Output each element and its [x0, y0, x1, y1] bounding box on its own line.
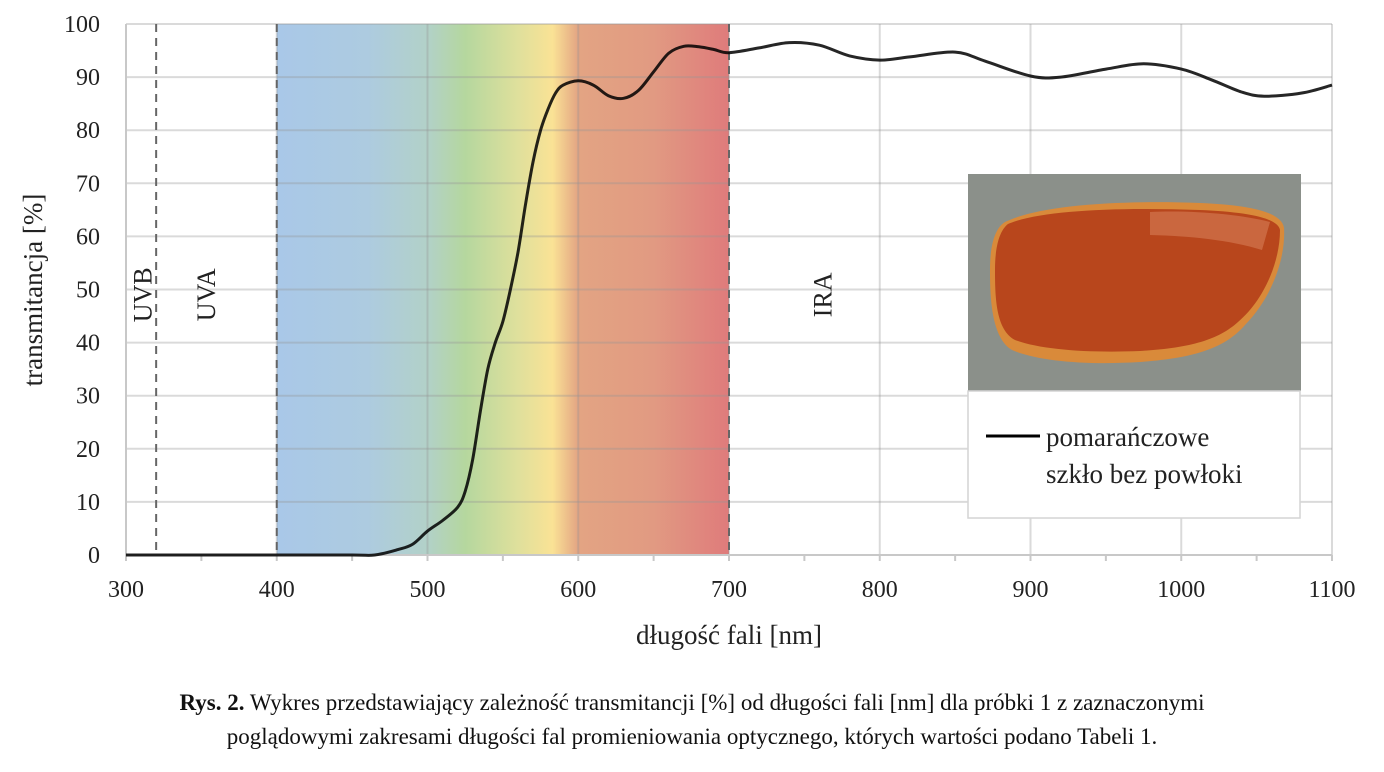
- band-labels: UVB UVA IRA: [129, 267, 838, 322]
- y-tick-label-40: 40: [76, 331, 100, 357]
- band-label-uvb: UVB: [129, 267, 158, 322]
- y-tick-label-80: 80: [76, 118, 100, 144]
- x-axis-title: długość fali [nm]: [636, 620, 822, 650]
- tick-labels: 300 400 500 600 700 800 900 1000 1100 0 10 20 30 40 50…: [64, 12, 1356, 603]
- transmittance-chart: 300 400 500 600 700 800 900 1000 1100 0 10 20 30 40 50…: [18, 12, 1356, 650]
- series-lines: [126, 40, 1333, 557]
- y-tick-label-0: 0: [88, 543, 100, 569]
- x-tick-label-400: 400: [259, 577, 295, 603]
- y-tick-label-60: 60: [76, 224, 100, 250]
- caption-line-1: Rys. 2. Wykres przedstawiający zależność…: [0, 686, 1384, 720]
- y-tick-label-20: 20: [76, 437, 100, 463]
- band-boundaries: [155, 24, 730, 555]
- x-tick-label-900: 900: [1013, 577, 1049, 603]
- y-tick-label-100: 100: [64, 12, 100, 38]
- inset-lens-photo: [968, 174, 1301, 391]
- x-tick-label-500: 500: [410, 577, 446, 603]
- legend-label-line2: szkło bez powłoki: [1046, 459, 1242, 489]
- y-axis-title: transmitancja [%]: [18, 194, 48, 387]
- lens-body: [995, 208, 1280, 352]
- legend: pomarańczowe szkło bez powłoki: [967, 390, 1301, 519]
- band-label-ira: IRA: [808, 272, 837, 317]
- figure-caption: Rys. 2. Wykres przedstawiający zależność…: [0, 686, 1384, 754]
- visible-spectrum-rect: [276, 24, 729, 555]
- series-line-0: [126, 40, 1333, 557]
- legend-box: [967, 390, 1301, 519]
- visible-spectrum-band: [276, 24, 729, 555]
- x-tick-label-1100: 1100: [1308, 577, 1355, 603]
- caption-line-2: poglądowymi zakresami długości fal promi…: [0, 720, 1384, 754]
- caption-label: Rys. 2.: [179, 690, 245, 715]
- band-label-uva: UVA: [192, 268, 221, 321]
- y-tick-label-50: 50: [76, 278, 100, 304]
- y-tick-label-30: 30: [76, 384, 100, 410]
- x-tick-label-300: 300: [108, 577, 144, 603]
- y-tick-label-10: 10: [76, 490, 100, 516]
- legend-label-line1: pomarańczowe: [1046, 422, 1209, 452]
- y-tick-label-70: 70: [76, 171, 100, 197]
- x-tick-label-700: 700: [711, 577, 747, 603]
- lens-highlight: [1150, 211, 1270, 250]
- y-tick-label-90: 90: [76, 65, 100, 91]
- x-tick-label-800: 800: [862, 577, 898, 603]
- caption-text-1: Wykres przedstawiający zależność transmi…: [249, 690, 1205, 715]
- x-tick-label-600: 600: [560, 577, 596, 603]
- x-tick-label-1000: 1000: [1157, 577, 1205, 603]
- caption-text-2: poglądowymi zakresami długości fal promi…: [226, 724, 1158, 749]
